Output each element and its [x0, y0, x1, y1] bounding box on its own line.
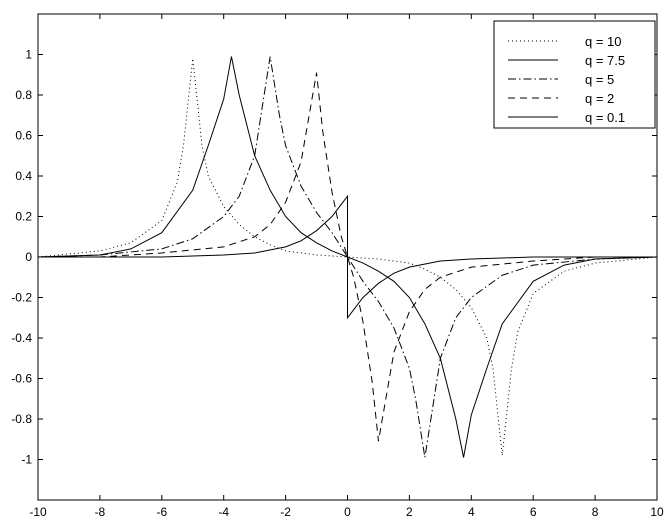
legend-label-5: q = 0.1: [585, 110, 625, 125]
x-tick-label: -2: [280, 505, 291, 519]
y-tick-label: 0.4: [15, 169, 32, 183]
x-tick-label: 8: [592, 505, 599, 519]
x-tick-label: -4: [218, 505, 229, 519]
y-tick-label: -0.4: [11, 331, 32, 345]
legend: q = 10 q = 7.5 q = 5 q = 2 q = 0.1: [493, 20, 656, 129]
y-tick-label: -0.6: [11, 372, 32, 386]
x-tick-label: 10: [650, 505, 664, 519]
y-tick-label: 0.2: [15, 210, 32, 224]
x-tick-label: -10: [29, 505, 47, 519]
y-tick-label: -0.8: [11, 412, 32, 426]
x-tick-label: 6: [530, 505, 537, 519]
series-line-3: [37, 56, 658, 458]
series-layer: [37, 56, 658, 458]
y-tick-label: -1: [21, 453, 32, 467]
y-tick-label: 0.8: [15, 88, 32, 102]
x-tick-label: 0: [344, 505, 351, 519]
legend-label-4: q = 2: [585, 91, 614, 106]
legend-label-3: q = 5: [585, 72, 614, 87]
series-line-4: [38, 72, 657, 442]
x-tick-label: -8: [95, 505, 106, 519]
series-line-5: [38, 194, 657, 320]
y-tick-label: -0.2: [11, 291, 32, 305]
x-tick-label: 2: [406, 505, 413, 519]
y-tick-label: 1: [25, 48, 32, 62]
x-tick-label: 4: [468, 505, 475, 519]
legend-box: [493, 20, 656, 129]
y-tick-label: 0: [25, 250, 32, 264]
x-tick-label: -6: [156, 505, 167, 519]
y-tick-label: 0.6: [15, 129, 32, 143]
axis-ticks: -10 -8 -6 -4 -2 0 2 4 6 8 10 -1 -0.8 -0.6 -0.4 -0.2 0 0.2…: [11, 14, 664, 519]
legend-label-1: q = 10: [585, 34, 622, 49]
legend-label-2: q = 7.5: [585, 53, 625, 68]
